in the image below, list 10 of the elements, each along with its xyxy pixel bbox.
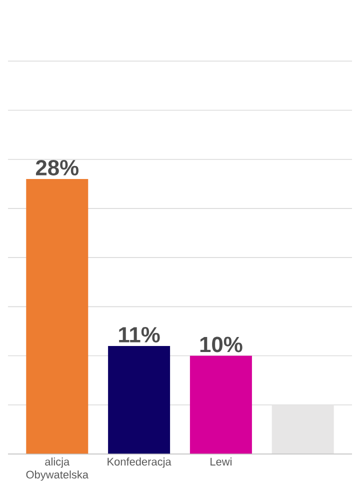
x-tick-label: Konfederacja — [108, 458, 172, 468]
data-label: 28% — [36, 160, 78, 176]
bar — [190, 356, 252, 454]
data-label: 10% — [200, 336, 242, 352]
bar — [108, 346, 170, 454]
bar — [272, 404, 334, 454]
bar — [26, 178, 88, 454]
data-label: 11% — [119, 327, 160, 342]
x-tick-label: Lewi — [210, 458, 232, 466]
x-tick-label: alicja Obywatelska — [26, 458, 89, 481]
